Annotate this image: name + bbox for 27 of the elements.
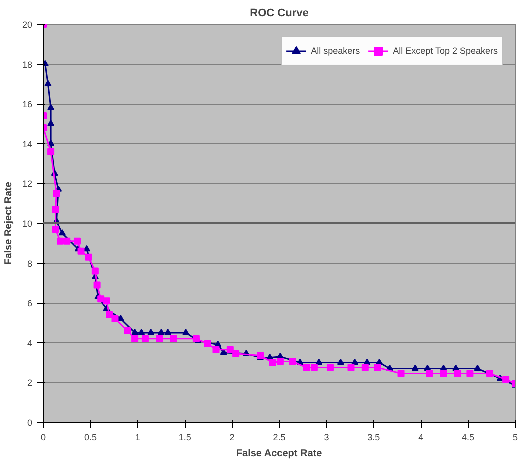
chart-title: ROC Curve (250, 8, 309, 20)
x-tick-label: 1 (135, 432, 140, 442)
x-tick-label: 5 (512, 432, 518, 442)
y-tick-label: 12 (22, 179, 33, 190)
x-tick-label: 0.5 (84, 432, 97, 442)
x-tick-label: 3.5 (368, 432, 380, 442)
x-tick-label: 3 (324, 432, 330, 442)
x-axis-title: False Accept Rate (236, 448, 323, 460)
y-tick-label: 16 (22, 100, 33, 110)
x-tick-label: 0 (40, 432, 46, 442)
y-tick-label: 4 (27, 338, 33, 348)
y-tick-label: 20 (22, 20, 33, 30)
y-tick-label: 14 (22, 139, 33, 150)
legend-label: All Except Top 2 Speakers (393, 46, 498, 56)
x-tick-label: 1.5 (178, 432, 192, 442)
x-tick-label: 4 (418, 432, 424, 442)
y-tick-label: 8 (27, 258, 33, 269)
x-tick-label: 2.5 (273, 432, 286, 442)
y-axis-title: False Reject Rate (3, 182, 14, 265)
y-tick-label: 2 (27, 378, 33, 388)
y-tick-label: 10 (22, 219, 33, 229)
x-tick-label: 4.5 (462, 432, 475, 442)
y-tick-label: 0 (27, 418, 33, 428)
legend-label: All speakers (311, 46, 360, 56)
y-tick-label: 6 (27, 298, 33, 309)
y-tick-label: 18 (22, 60, 33, 70)
x-tick-label: 2 (230, 432, 235, 442)
